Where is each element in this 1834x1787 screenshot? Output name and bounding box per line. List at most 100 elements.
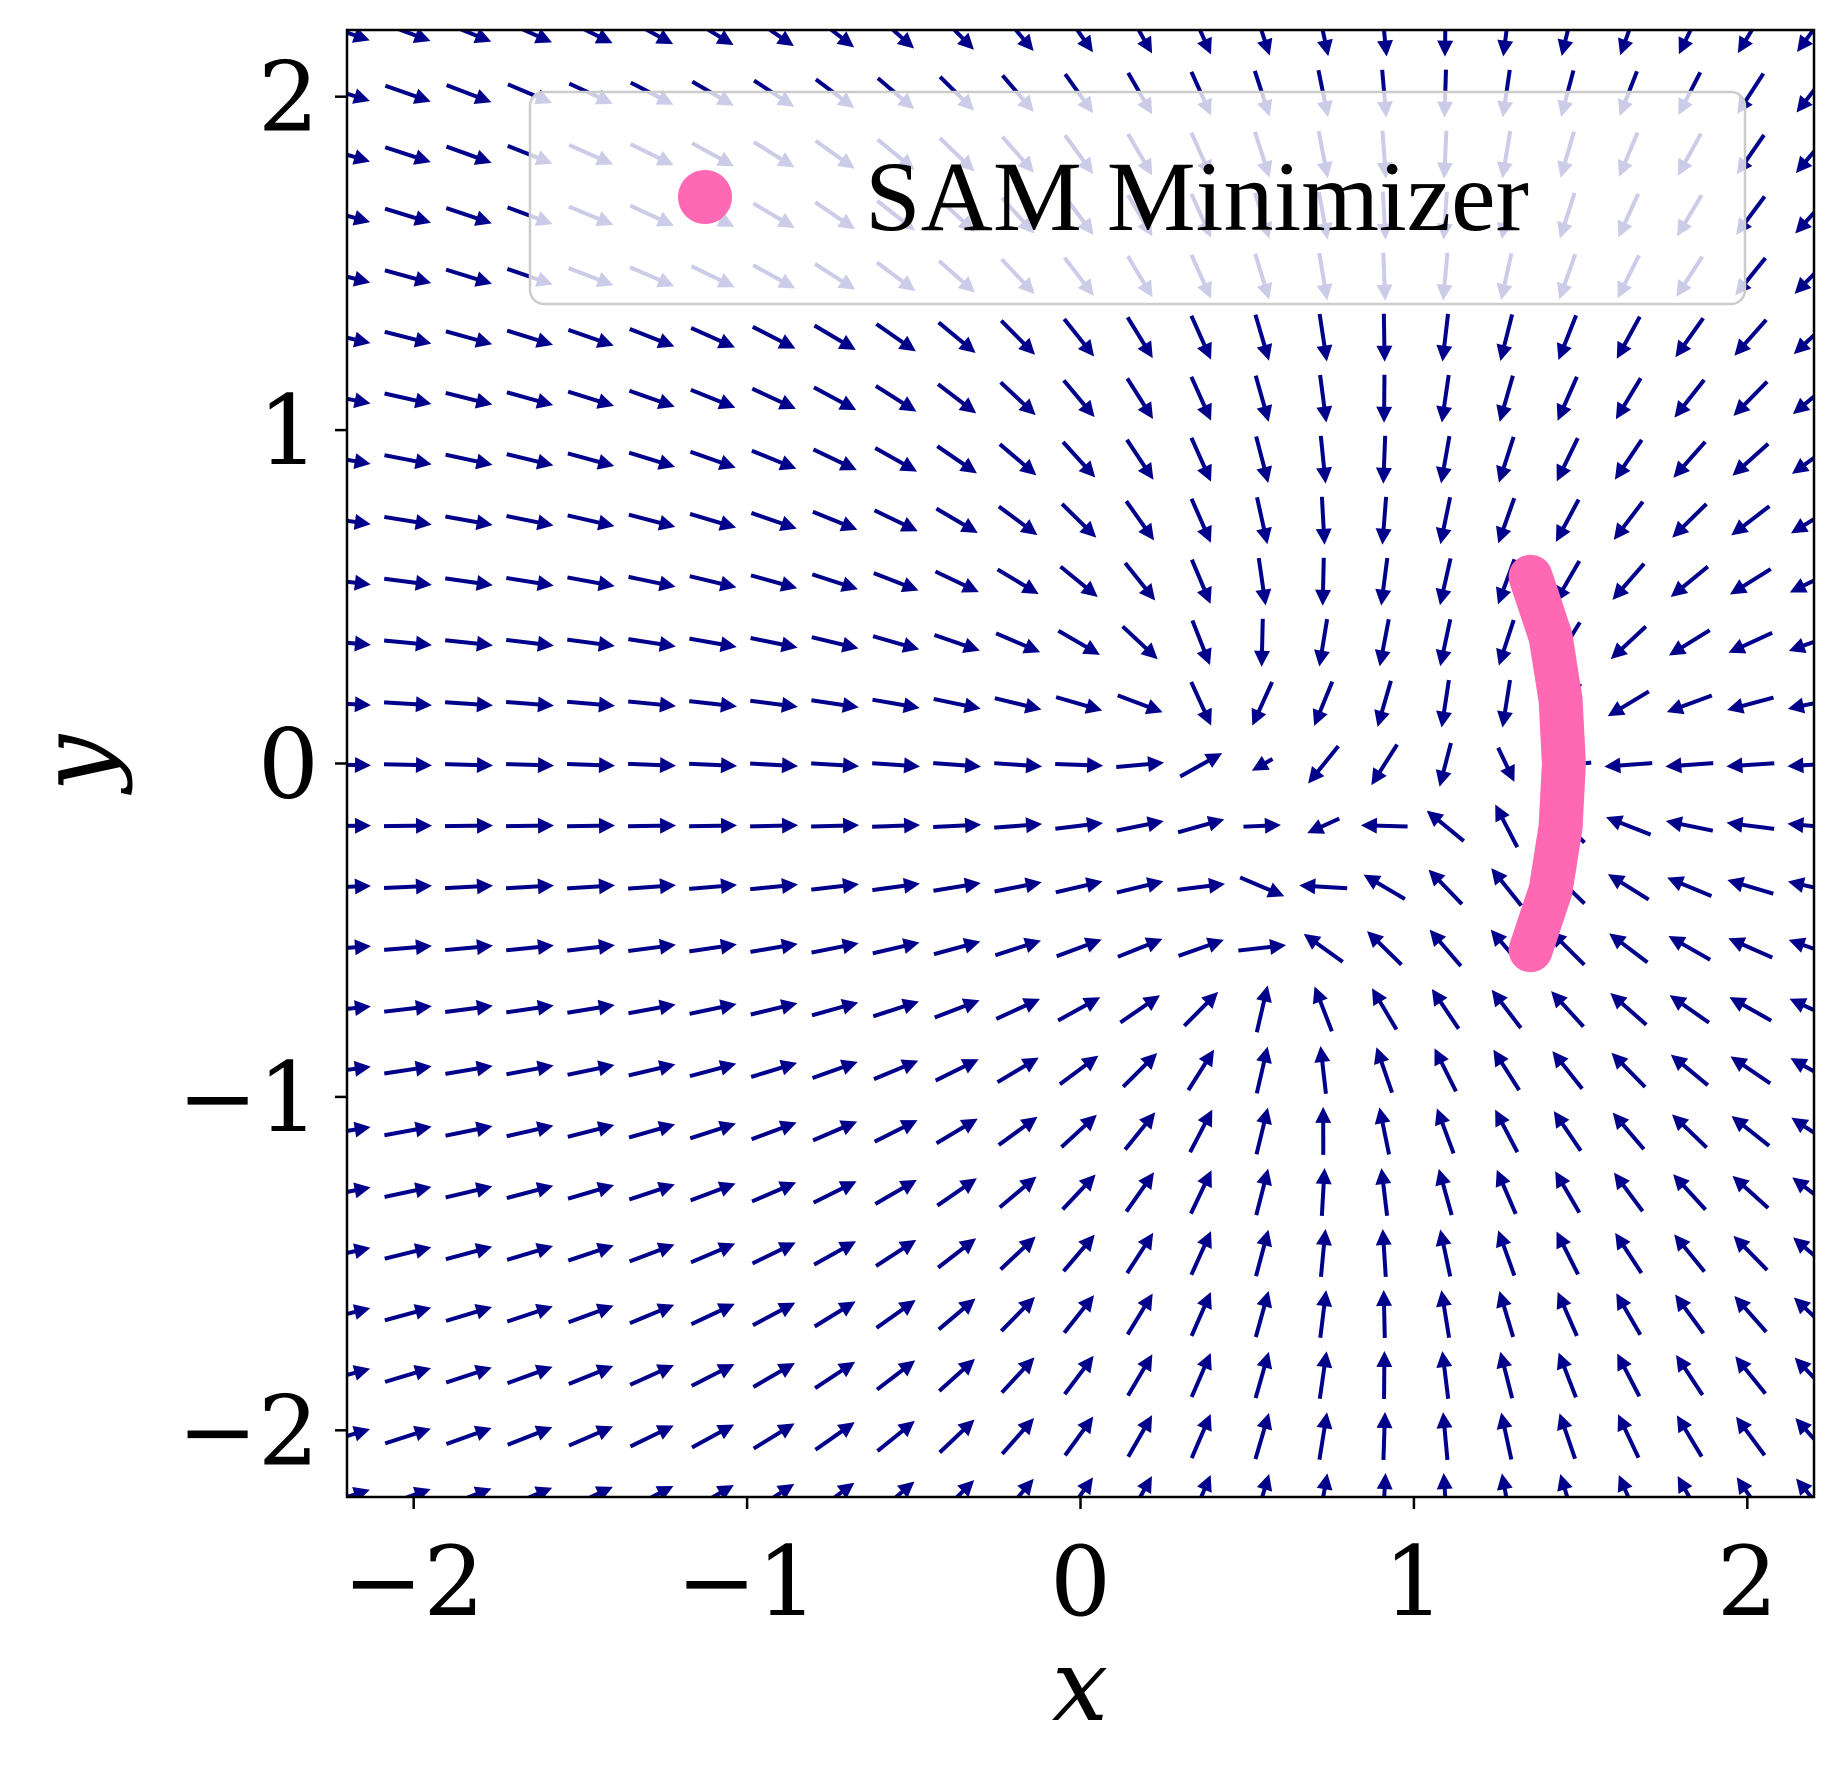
field-arrow <box>1791 455 1814 474</box>
field-arrow <box>1556 375 1579 421</box>
field-arrow <box>954 1480 975 1497</box>
field-arrow <box>1790 1058 1814 1074</box>
field-arrow <box>996 567 1039 595</box>
field-arrow <box>347 1121 371 1138</box>
field-arrow <box>1374 1047 1394 1094</box>
field-arrow <box>813 1241 857 1267</box>
field-arrow <box>994 877 1042 894</box>
field-arrow <box>751 448 797 471</box>
field-arrow <box>999 319 1036 355</box>
field-arrow <box>1674 1234 1706 1273</box>
field-arrow <box>1436 1290 1452 1338</box>
field-arrow <box>1435 1168 1454 1216</box>
field-arrow <box>1617 1414 1641 1459</box>
field-arrow <box>1124 500 1155 541</box>
field-arrow <box>1363 874 1406 901</box>
field-arrow <box>1726 757 1775 774</box>
field-arrow <box>1732 442 1770 476</box>
field-arrow <box>998 1176 1037 1209</box>
field-arrow <box>994 757 1043 774</box>
field-arrow <box>1665 816 1714 833</box>
field-arrow <box>1677 1476 1693 1497</box>
field-arrow <box>1790 516 1814 534</box>
field-arrow <box>1125 438 1154 480</box>
field-arrow <box>1612 562 1646 600</box>
field-arrow <box>935 506 978 533</box>
field-arrow <box>1434 1108 1456 1155</box>
field-arrow <box>444 575 493 591</box>
field-arrow <box>1137 1476 1152 1497</box>
field-arrow <box>1787 877 1814 893</box>
field-arrow <box>567 1303 614 1325</box>
field-arrow <box>750 1059 798 1079</box>
field-arrow <box>627 878 677 895</box>
field-arrow <box>994 817 1043 834</box>
field-arrow <box>347 30 370 43</box>
field-arrow <box>1117 937 1163 959</box>
field-arrow <box>444 939 493 956</box>
field-arrow <box>1251 681 1274 726</box>
field-arrow <box>1668 628 1711 656</box>
field-arrow <box>1062 317 1095 357</box>
field-arrow <box>751 1242 796 1266</box>
field-arrow <box>689 636 737 653</box>
field-arrow <box>1312 680 1335 727</box>
field-arrow <box>384 453 432 470</box>
field-arrow <box>1735 1356 1767 1395</box>
field-arrow <box>1729 997 1773 1023</box>
field-arrow <box>1125 1232 1154 1275</box>
field-arrow <box>813 323 856 350</box>
field-arrow <box>875 322 916 352</box>
field-arrow <box>1315 557 1332 606</box>
field-arrow <box>505 878 555 895</box>
legend-box <box>528 90 1747 306</box>
y-tick-label: −1 <box>177 1042 319 1154</box>
field-arrow <box>874 1239 917 1268</box>
field-arrow <box>1125 316 1153 359</box>
field-arrow <box>1668 935 1712 962</box>
field-arrow <box>1253 375 1273 422</box>
field-arrow <box>995 998 1040 1021</box>
field-arrow <box>629 1303 675 1326</box>
field-arrow <box>347 1365 371 1381</box>
field-arrow <box>1257 30 1273 56</box>
field-arrow <box>1375 1168 1392 1216</box>
field-arrow <box>383 635 432 652</box>
field-arrow <box>1670 565 1710 597</box>
field-arrow <box>1055 816 1103 833</box>
field-arrow <box>1496 746 1515 782</box>
field-arrow <box>1377 30 1393 57</box>
field-arrow <box>1061 1174 1096 1211</box>
field-arrow <box>1605 815 1652 837</box>
field-arrow <box>1060 1114 1097 1149</box>
field-arrow <box>566 757 616 774</box>
field-arrow <box>1556 1352 1578 1399</box>
field-arrow <box>347 392 371 409</box>
field-arrow <box>689 999 737 1016</box>
field-arrow <box>872 998 919 1019</box>
field-arrow <box>1609 933 1649 964</box>
field-arrow <box>586 1486 613 1497</box>
field-arrow <box>383 696 432 713</box>
field-arrow <box>1367 931 1403 967</box>
field-arrow <box>1253 1290 1273 1338</box>
field-arrow <box>1792 1177 1814 1197</box>
field-arrow <box>1491 868 1523 907</box>
field-arrow <box>1731 504 1771 536</box>
field-arrow <box>1787 757 1814 774</box>
field-arrow <box>1189 1291 1212 1337</box>
field-arrow <box>1189 437 1212 482</box>
field-arrow <box>1116 756 1165 773</box>
field-arrow <box>1126 1415 1153 1458</box>
field-arrow <box>347 270 371 287</box>
field-arrow <box>709 1485 734 1497</box>
field-arrow <box>1126 1354 1153 1397</box>
field-arrow <box>1789 578 1814 593</box>
field-arrow <box>811 1059 858 1080</box>
field-arrow <box>750 938 798 955</box>
field-arrow <box>811 572 858 592</box>
field-arrow <box>704 30 734 46</box>
field-arrow <box>444 999 493 1016</box>
field-arrow <box>1254 985 1272 1033</box>
field-arrow <box>689 1181 736 1203</box>
